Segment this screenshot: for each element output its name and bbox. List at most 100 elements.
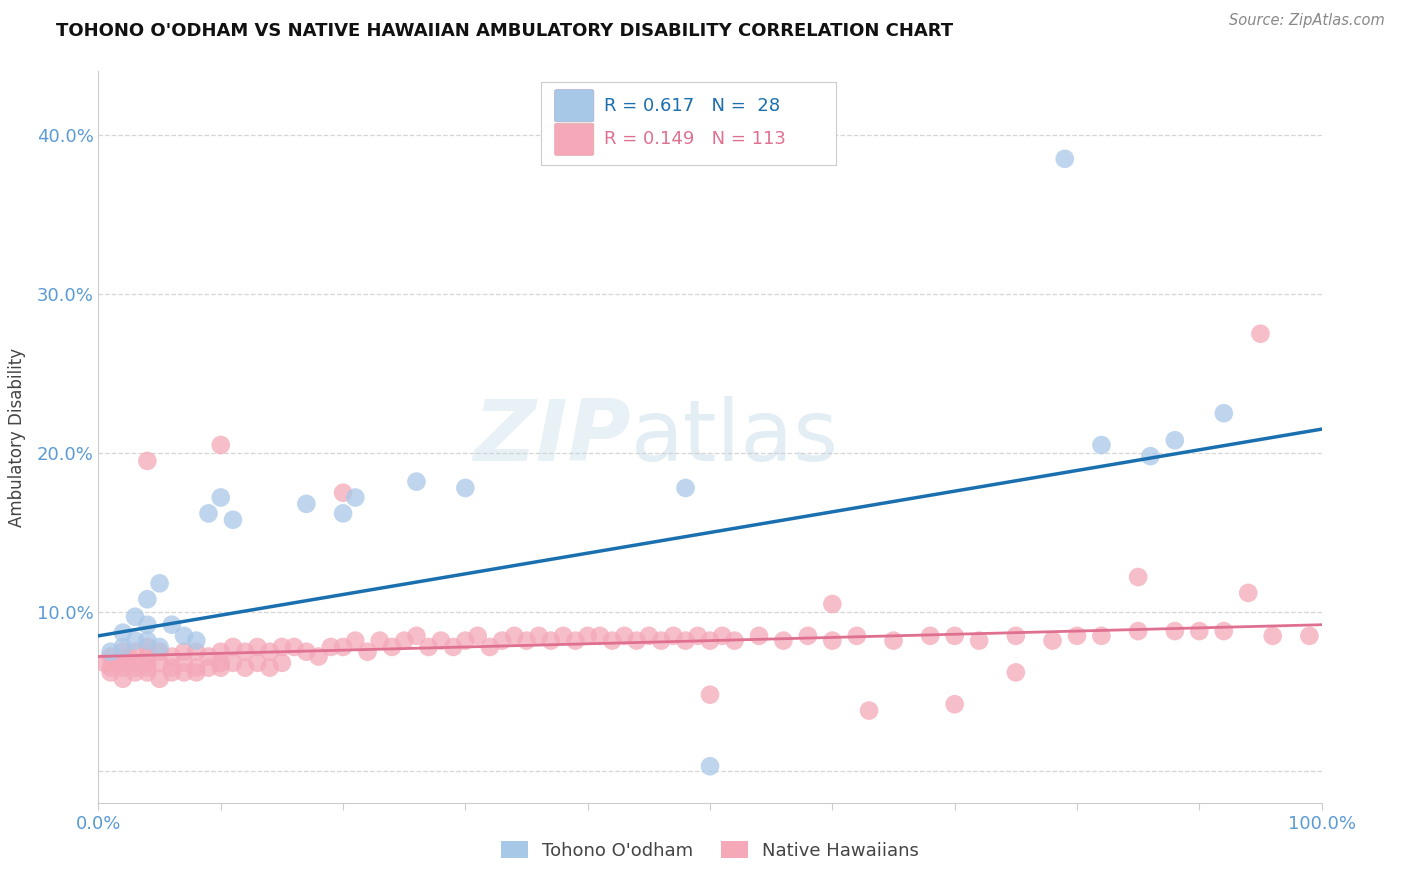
Point xyxy=(186,633,208,648)
Point xyxy=(124,660,146,674)
Point xyxy=(381,640,404,654)
Point xyxy=(319,640,342,654)
Point xyxy=(186,665,208,680)
Point xyxy=(209,491,232,505)
Point xyxy=(149,576,172,591)
Point xyxy=(100,649,122,664)
Point xyxy=(797,629,820,643)
Point xyxy=(748,629,770,643)
Point xyxy=(392,633,416,648)
Point xyxy=(197,660,219,674)
Point xyxy=(295,645,318,659)
Point xyxy=(111,640,134,654)
Point xyxy=(1237,586,1260,600)
Point xyxy=(173,665,195,680)
Point xyxy=(553,629,575,643)
Point xyxy=(1042,633,1064,648)
Text: R = 0.617   N =  28: R = 0.617 N = 28 xyxy=(603,96,780,115)
Point xyxy=(821,633,844,648)
Point xyxy=(270,640,294,654)
Point xyxy=(943,629,966,643)
Point xyxy=(111,656,134,670)
Y-axis label: Ambulatory Disability: Ambulatory Disability xyxy=(7,348,25,526)
Point xyxy=(136,656,159,670)
Point xyxy=(173,629,195,643)
Point xyxy=(637,629,661,643)
Point xyxy=(675,633,697,648)
Point xyxy=(1053,152,1076,166)
Text: R = 0.149   N = 113: R = 0.149 N = 113 xyxy=(603,130,786,148)
Point xyxy=(233,660,256,674)
Point xyxy=(1139,449,1161,463)
Point xyxy=(356,645,378,659)
Point xyxy=(650,633,672,648)
Point xyxy=(503,629,526,643)
Point xyxy=(1066,629,1088,643)
Point xyxy=(222,640,245,654)
Point xyxy=(124,665,146,680)
Point xyxy=(270,656,294,670)
Point xyxy=(527,629,550,643)
Point xyxy=(332,507,354,521)
Point xyxy=(209,656,232,670)
Point xyxy=(111,672,134,686)
Point xyxy=(1249,326,1271,341)
FancyBboxPatch shape xyxy=(555,123,593,155)
Point xyxy=(478,640,501,654)
Point xyxy=(124,609,146,624)
Legend: Tohono O'odham, Native Hawaiians: Tohono O'odham, Native Hawaiians xyxy=(494,834,927,867)
Point xyxy=(1128,624,1150,638)
Point xyxy=(149,640,172,654)
Point xyxy=(699,759,721,773)
Point xyxy=(454,633,477,648)
Point xyxy=(222,656,245,670)
Point xyxy=(491,633,513,648)
Point xyxy=(662,629,685,643)
Point xyxy=(626,633,648,648)
Point xyxy=(105,656,128,670)
Point xyxy=(259,660,281,674)
Text: TOHONO O'ODHAM VS NATIVE HAWAIIAN AMBULATORY DISABILITY CORRELATION CHART: TOHONO O'ODHAM VS NATIVE HAWAIIAN AMBULA… xyxy=(56,22,953,40)
Point xyxy=(1261,629,1284,643)
Point xyxy=(589,629,612,643)
Point xyxy=(100,645,122,659)
Point xyxy=(124,645,146,659)
Point xyxy=(186,645,208,659)
Point xyxy=(209,438,232,452)
Point xyxy=(259,645,281,659)
Point xyxy=(686,629,709,643)
Point xyxy=(93,656,115,670)
Point xyxy=(173,645,195,659)
Point xyxy=(723,633,745,648)
Text: ZIP: ZIP xyxy=(472,395,630,479)
Point xyxy=(920,629,942,643)
Point xyxy=(160,660,183,674)
Point xyxy=(295,497,318,511)
Point xyxy=(1212,406,1234,420)
Point xyxy=(160,649,183,664)
Point xyxy=(173,656,195,670)
Point xyxy=(283,640,305,654)
Point xyxy=(430,633,453,648)
Point xyxy=(111,645,134,659)
Point xyxy=(1212,624,1234,638)
Point xyxy=(136,617,159,632)
Point xyxy=(967,633,990,648)
Point xyxy=(344,633,367,648)
Point xyxy=(149,645,172,659)
Point xyxy=(332,640,354,654)
Point xyxy=(600,633,623,648)
Point xyxy=(1004,629,1026,643)
Point xyxy=(540,633,562,648)
Point xyxy=(160,617,183,632)
Point xyxy=(136,592,159,607)
Point xyxy=(405,629,427,643)
Point xyxy=(186,660,208,674)
Point xyxy=(197,649,219,664)
Point xyxy=(858,704,880,718)
Point xyxy=(883,633,905,648)
Point xyxy=(772,633,794,648)
Point xyxy=(368,633,391,648)
Point xyxy=(246,640,269,654)
Text: atlas: atlas xyxy=(630,395,838,479)
